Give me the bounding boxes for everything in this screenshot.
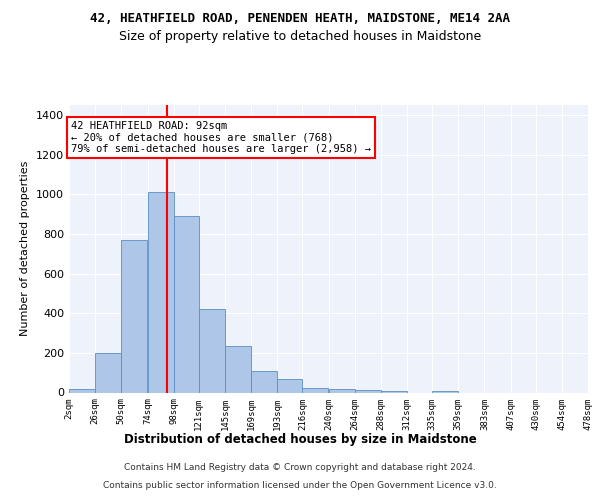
Bar	[329, 388, 355, 392]
Bar	[225, 346, 251, 393]
Bar	[199, 309, 225, 392]
Bar	[251, 370, 277, 392]
Text: Size of property relative to detached houses in Maidstone: Size of property relative to detached ho…	[119, 30, 481, 43]
Bar	[174, 216, 199, 392]
Bar	[302, 388, 328, 392]
Bar	[121, 240, 148, 392]
Bar	[148, 192, 173, 392]
Text: Contains HM Land Registry data © Crown copyright and database right 2024.: Contains HM Land Registry data © Crown c…	[124, 464, 476, 472]
Bar	[432, 390, 458, 392]
Text: Contains public sector information licensed under the Open Government Licence v3: Contains public sector information licen…	[103, 481, 497, 490]
Bar	[355, 390, 381, 392]
Bar	[69, 388, 95, 392]
Text: 42, HEATHFIELD ROAD, PENENDEN HEATH, MAIDSTONE, ME14 2AA: 42, HEATHFIELD ROAD, PENENDEN HEATH, MAI…	[90, 12, 510, 26]
Y-axis label: Number of detached properties: Number of detached properties	[20, 161, 31, 336]
Bar	[95, 353, 121, 393]
Text: Distribution of detached houses by size in Maidstone: Distribution of detached houses by size …	[124, 432, 476, 446]
Text: 42 HEATHFIELD ROAD: 92sqm
← 20% of detached houses are smaller (768)
79% of semi: 42 HEATHFIELD ROAD: 92sqm ← 20% of detac…	[71, 121, 371, 154]
Bar	[277, 378, 302, 392]
Bar	[381, 390, 407, 392]
